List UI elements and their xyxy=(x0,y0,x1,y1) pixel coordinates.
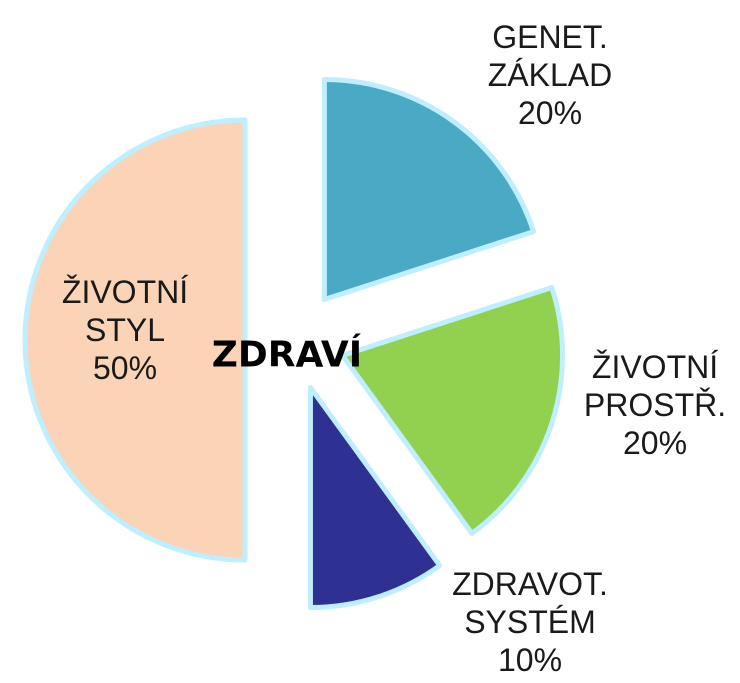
value-label: 10% xyxy=(497,642,563,678)
category-label: ŽIVOTNÍ STYL xyxy=(61,274,189,348)
category-label: ŽIVOTNÍ PROSTŘ. xyxy=(583,349,727,423)
slice-label: GENET. ZÁKLAD 20% xyxy=(465,18,635,132)
value-label: 20% xyxy=(622,425,688,461)
category-label: ZDRAVOT. SYSTÉM xyxy=(452,566,608,640)
slice-label: ZDRAVOT. SYSTÉM 10% xyxy=(445,565,615,679)
slice-label: ŽIVOTNÍ PROSTŘ. 20% xyxy=(570,348,740,462)
slice-label: ŽIVOTNÍ STYL 50% xyxy=(40,273,210,387)
pie-slice xyxy=(22,117,248,563)
center-label: ZDRAVÍ xyxy=(211,334,363,376)
value-label: 50% xyxy=(92,350,158,386)
pie-slice xyxy=(307,385,443,611)
pie-slice xyxy=(340,284,566,536)
value-label: 20% xyxy=(517,95,583,131)
category-label: GENET. ZÁKLAD xyxy=(487,19,613,93)
pie-slice xyxy=(321,77,537,303)
